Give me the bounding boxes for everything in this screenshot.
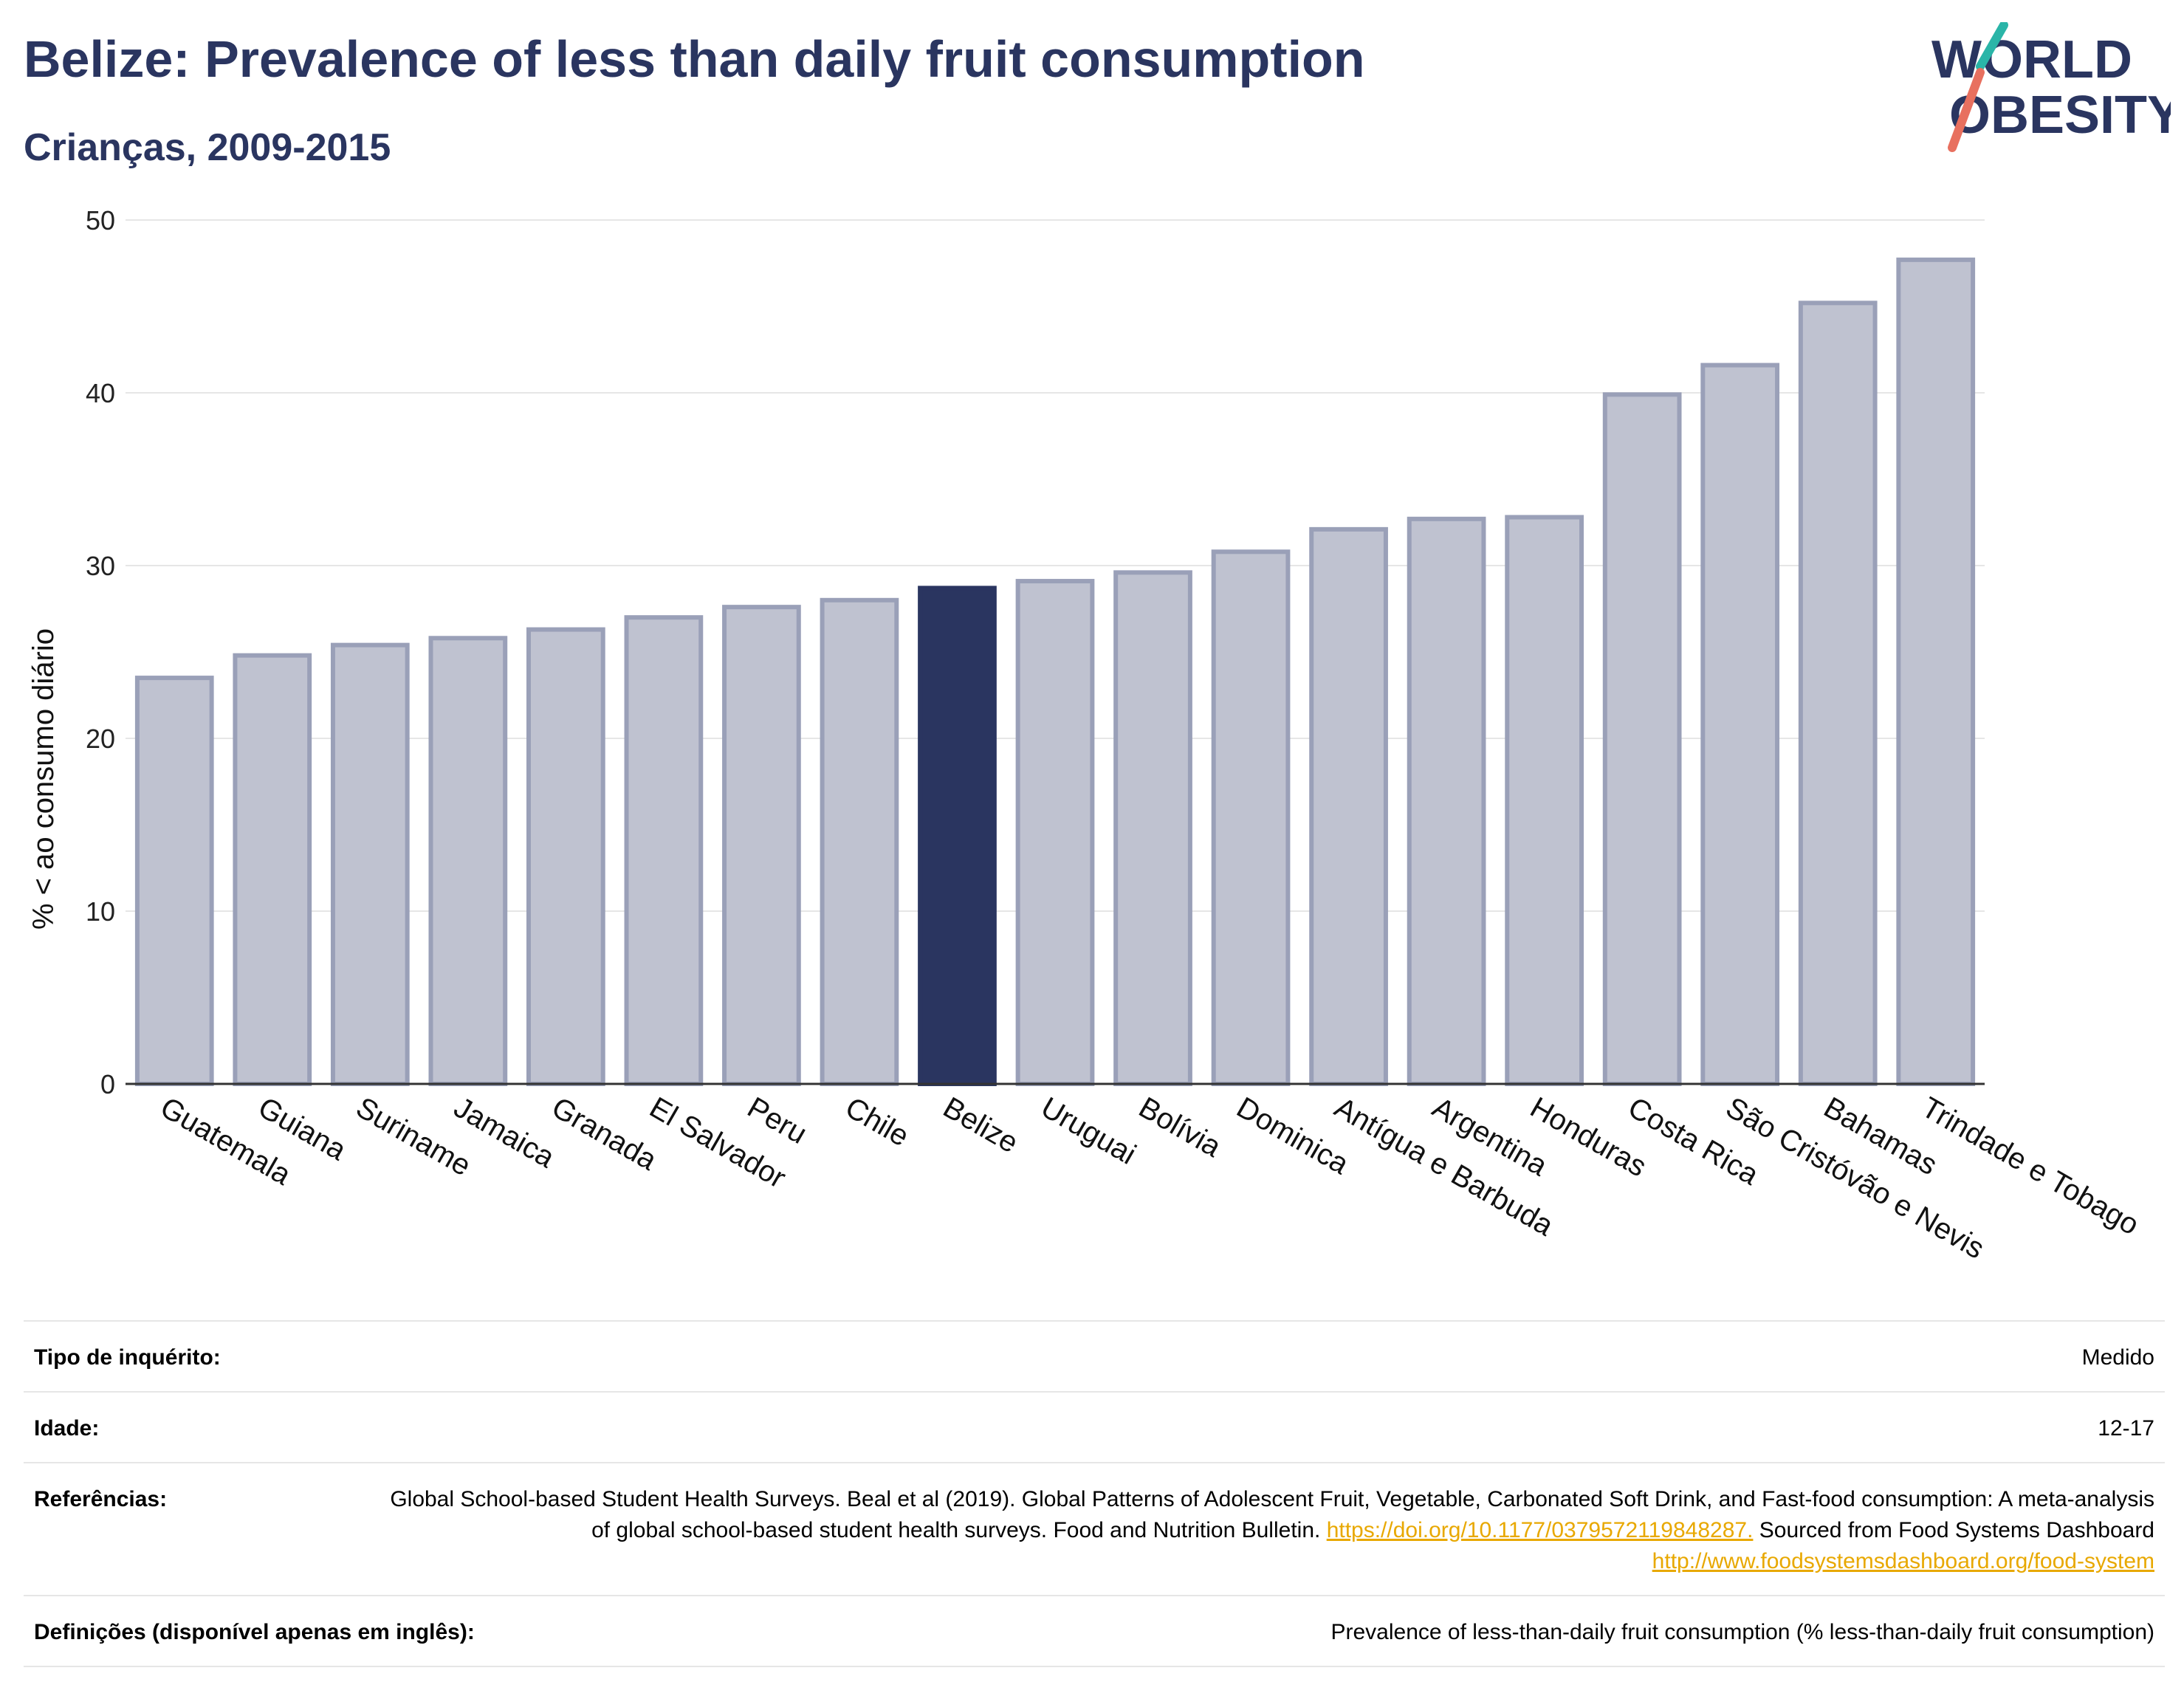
y-tick-label: 10 (86, 896, 115, 927)
bar-costa-rica (1602, 392, 1682, 1086)
bar-el-salvador (624, 615, 704, 1086)
meta-value: Prevalence of less-than-daily fruit cons… (1330, 1620, 2155, 1644)
bar-chart: 01020304050GuatemalaGuianaSurinameJamaic… (27, 205, 2144, 1266)
food-systems-link[interactable]: http://www.foodsystemsdashboard.org/food… (1652, 1549, 2154, 1573)
logo-line1: WORLD (1931, 30, 2132, 89)
meta-row-age: Idade: 12-17 (24, 1391, 2165, 1462)
metadata-table: Tipo de inquérito: Medido Idade: 12-17 R… (24, 1320, 2165, 1667)
world-obesity-logo: WORLD OBESITY (1931, 22, 2171, 152)
meta-row-survey-type: Tipo de inquérito: Medido (24, 1320, 2165, 1391)
bar-ant-gua-e-barbuda (1309, 526, 1388, 1086)
bar-suriname (330, 642, 410, 1086)
y-tick-label: 20 (86, 724, 115, 754)
bar-guiana (233, 653, 312, 1086)
meta-row-definitions: Definições (disponível apenas em inglês)… (24, 1595, 2165, 1667)
logo-accent-teal (1976, 22, 2008, 71)
x-tick-label: Granada (546, 1091, 662, 1177)
bar-uruguai (1015, 579, 1095, 1086)
y-tick-label: 50 (86, 205, 115, 236)
bars (134, 257, 1976, 1087)
x-tick-label: Chile (839, 1091, 914, 1153)
x-tick-label: Uruguai (1036, 1091, 1141, 1171)
meta-value: 12-17 (2098, 1416, 2154, 1441)
meta-row-references: Referências: Global School-based Student… (24, 1462, 2165, 1595)
bar-chile (820, 597, 899, 1086)
x-tick-label: Peru (742, 1091, 812, 1150)
reference-text: Global School-based Student Health Surve… (390, 1487, 2154, 1542)
meta-label: Tipo de inquérito: (34, 1345, 221, 1370)
doi-link[interactable]: https://doi.org/10.1177/0379572119848287… (1326, 1518, 1754, 1542)
bar-peru (722, 605, 801, 1086)
reference-source-text: Sourced from Food Systems Dashboard (1753, 1518, 2154, 1542)
meta-label: Definições (disponível apenas em inglês)… (34, 1620, 475, 1644)
bar-trindade-e-tobago (1896, 257, 1976, 1087)
y-tick-label: 30 (86, 551, 115, 581)
bar-dominica (1211, 549, 1291, 1086)
bar-guatemala (134, 676, 214, 1086)
meta-label: Referências: (34, 1487, 168, 1511)
bar-argentina (1407, 516, 1486, 1086)
bar-s-o-crist-v-o-e-nevis (1700, 363, 1780, 1086)
bar-granada (526, 627, 605, 1086)
x-tick-label: Belize (938, 1091, 1023, 1160)
y-tick-label: 0 (100, 1069, 115, 1099)
chart-title: Belize: Prevalence of less than daily fr… (24, 30, 1365, 88)
y-axis-label: % < ao consumo diário (27, 628, 60, 930)
meta-value: Global School-based Student Health Surve… (382, 1484, 2154, 1577)
bar-belize (918, 586, 997, 1086)
meta-value: Medido (2081, 1345, 2154, 1370)
x-tick-label: Bolívia (1133, 1091, 1227, 1164)
bar-jamaica (428, 636, 508, 1086)
chart-subtitle: Crianças, 2009-2015 (24, 126, 391, 169)
bar-honduras (1505, 515, 1584, 1087)
x-tick-label: Dominica (1232, 1091, 1355, 1181)
bar-bahamas (1798, 301, 1878, 1087)
logo-line2: OBESITY (1949, 86, 2171, 145)
logo-accent-coral (1948, 68, 1985, 152)
meta-label: Idade: (34, 1416, 100, 1441)
y-tick-label: 40 (86, 378, 115, 408)
bar-bol-via (1113, 570, 1192, 1086)
